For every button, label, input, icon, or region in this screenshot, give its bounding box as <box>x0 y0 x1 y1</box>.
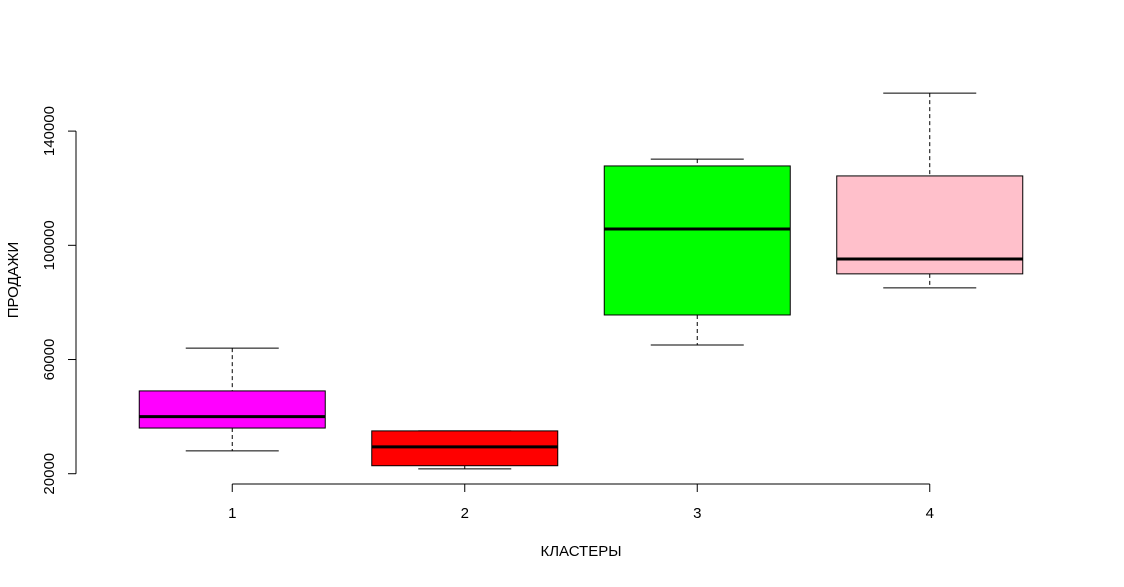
y-tick-label: 60000 <box>41 339 58 381</box>
y-tick-label: 140000 <box>41 106 58 156</box>
y-tick-label: 20000 <box>41 453 58 495</box>
box <box>138 390 326 429</box>
x-tick-label: 2 <box>461 505 469 522</box>
x-axis-title: КЛАСТЕРЫ <box>540 543 621 560</box>
box <box>603 165 791 316</box>
y-tick-label: 100000 <box>41 220 58 270</box>
y-axis-title: ПРОДАЖИ <box>5 242 22 319</box>
x-tick-label: 4 <box>926 505 934 522</box>
x-tick-label: 3 <box>693 505 701 522</box>
x-tick-label: 1 <box>228 505 236 522</box>
